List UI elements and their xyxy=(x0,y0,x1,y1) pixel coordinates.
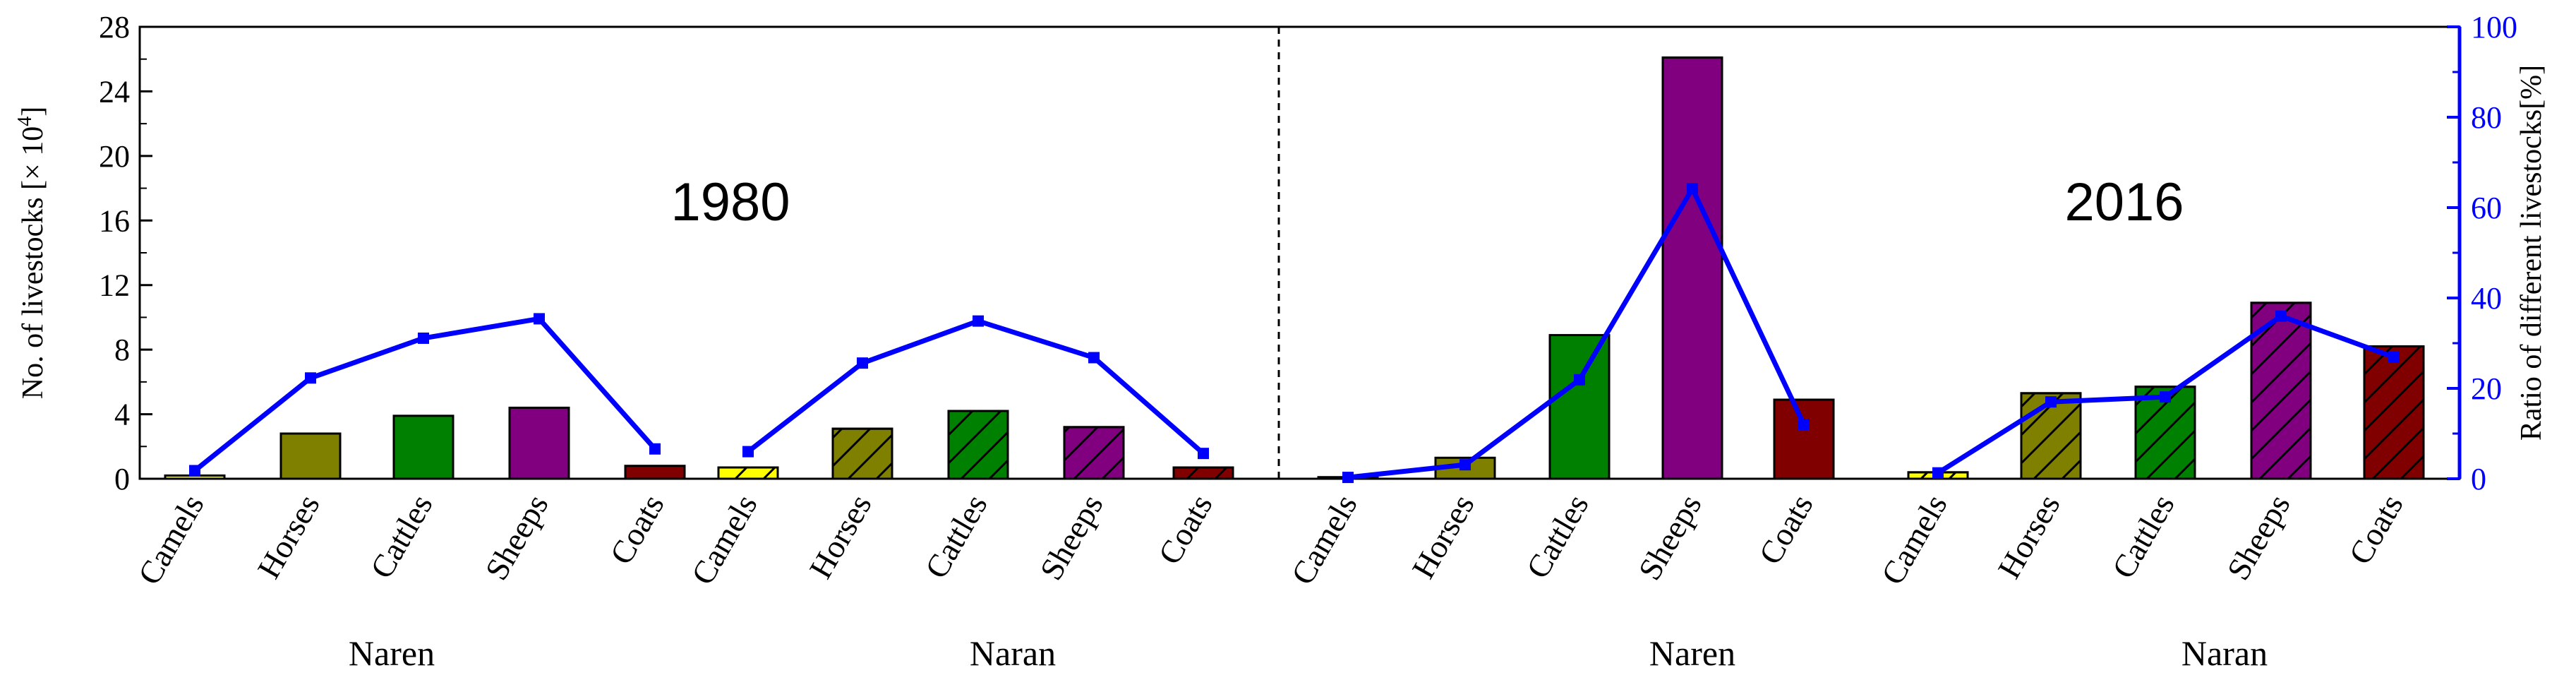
bar-hatch xyxy=(717,466,779,480)
year-label: 2016 xyxy=(2064,172,2184,232)
right-tick-label: 20 xyxy=(2471,371,2502,406)
bar xyxy=(1661,56,1723,480)
bar-hatch xyxy=(1172,466,1234,480)
left-tick-label: 0 xyxy=(114,462,130,496)
category-label: Sheeps xyxy=(478,489,555,586)
left-tick-label: 8 xyxy=(114,333,130,367)
bar xyxy=(1548,334,1611,480)
ratio-point xyxy=(1574,374,1585,386)
group-label: Naren xyxy=(349,633,435,673)
category-label: Camels xyxy=(131,489,211,591)
bar xyxy=(624,465,686,480)
left-tick-label: 12 xyxy=(99,268,130,303)
group-label: Naren xyxy=(1649,633,1735,673)
left-axis-title-end: ] xyxy=(17,107,49,117)
ratio-point xyxy=(973,315,984,327)
ratio-point xyxy=(1088,352,1100,364)
ratio-point xyxy=(857,357,868,369)
category-label: Camels xyxy=(685,489,764,591)
category-label: Cattles xyxy=(2105,489,2181,585)
category-label: Cattles xyxy=(918,489,994,585)
category-label: Coats xyxy=(1752,489,1820,571)
category-label: Horses xyxy=(1405,489,1481,585)
ratio-point xyxy=(1459,459,1471,471)
category-label: Coats xyxy=(603,489,671,571)
left-tick-label: 4 xyxy=(114,398,130,432)
ratio-point xyxy=(1342,472,1354,484)
right-tick-label: 80 xyxy=(2471,100,2502,135)
bar xyxy=(508,406,570,480)
category-label: Horses xyxy=(802,489,879,585)
ratio-point xyxy=(2045,396,2057,408)
bar-hatch xyxy=(2363,345,2425,480)
right-tick-label: 60 xyxy=(2471,191,2502,225)
ratio-point xyxy=(305,372,316,384)
category-label: Coats xyxy=(2342,489,2410,571)
right-tick-label: 100 xyxy=(2471,10,2517,44)
left-axis-title-exponent: 4 xyxy=(14,117,36,126)
left-axis-title-main: No. of livestocks [× 10 xyxy=(17,126,49,399)
ratio-point xyxy=(2275,310,2287,322)
category-label: Cattles xyxy=(1519,489,1596,585)
category-label: Sheeps xyxy=(2220,489,2297,586)
bar-hatch xyxy=(1063,426,1125,480)
ratio-point xyxy=(1687,183,1698,195)
category-label: Camels xyxy=(1874,489,1954,591)
bar-hatch xyxy=(831,427,893,480)
ratio-point xyxy=(1798,419,1810,431)
left-tick-label: 24 xyxy=(99,74,130,109)
category-label: Camels xyxy=(1284,489,1364,591)
bar xyxy=(392,414,455,480)
ratio-point xyxy=(189,465,200,477)
ratio-point xyxy=(1932,467,1944,479)
ratio-point xyxy=(2388,351,2400,363)
category-label: Coats xyxy=(1151,489,1220,571)
bar xyxy=(279,432,342,480)
left-axis-title: No. of livestocks [× 104] xyxy=(14,107,49,399)
bar-hatch xyxy=(947,410,1009,480)
left-tick-label: 28 xyxy=(99,10,130,44)
right-tick-label: 40 xyxy=(2471,281,2502,316)
ratio-point xyxy=(1198,448,1209,460)
plot-frame xyxy=(138,25,2461,480)
group-label: Naran xyxy=(970,633,1056,673)
category-label: Sheeps xyxy=(1631,489,1708,586)
category-label: Horses xyxy=(1991,489,2067,585)
left-tick-label: 16 xyxy=(99,203,130,238)
ratio-point xyxy=(742,446,754,458)
category-label: Horses xyxy=(251,489,327,585)
year-label: 1980 xyxy=(670,172,790,232)
category-label: Sheeps xyxy=(1033,489,1109,586)
left-tick-label: 20 xyxy=(99,139,130,174)
ratio-point xyxy=(418,332,429,344)
ratio-point xyxy=(649,443,661,455)
category-label: Cattles xyxy=(363,489,440,585)
bar xyxy=(1773,398,1835,480)
ratio-point xyxy=(2160,391,2171,403)
group-label: Naran xyxy=(2181,633,2268,673)
ratio-point xyxy=(534,313,545,325)
right-tick-label: 0 xyxy=(2471,462,2486,496)
right-axis-title: Ratio of different livestocks[%] xyxy=(2515,65,2548,441)
